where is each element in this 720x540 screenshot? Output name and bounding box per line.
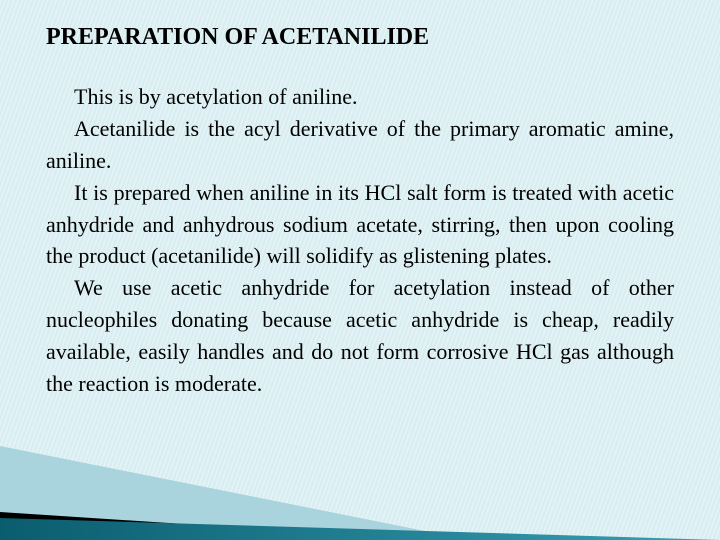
decorative-triangles bbox=[0, 420, 720, 540]
paragraph: It is prepared when aniline in its HCl s… bbox=[46, 177, 674, 273]
paragraph: This is by acetylation of aniline. bbox=[46, 81, 674, 113]
slide-title: PREPARATION OF ACETANILIDE bbox=[46, 24, 674, 51]
paragraph: Acetanilide is the acyl derivative of th… bbox=[46, 113, 674, 177]
slide-content: PREPARATION OF ACETANILIDE This is by ac… bbox=[46, 24, 674, 400]
paragraph: We use acetic anhydride for acetylation … bbox=[46, 272, 674, 400]
